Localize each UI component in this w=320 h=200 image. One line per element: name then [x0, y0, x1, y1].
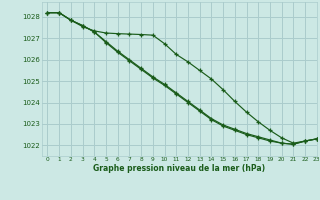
- X-axis label: Graphe pression niveau de la mer (hPa): Graphe pression niveau de la mer (hPa): [93, 164, 265, 173]
